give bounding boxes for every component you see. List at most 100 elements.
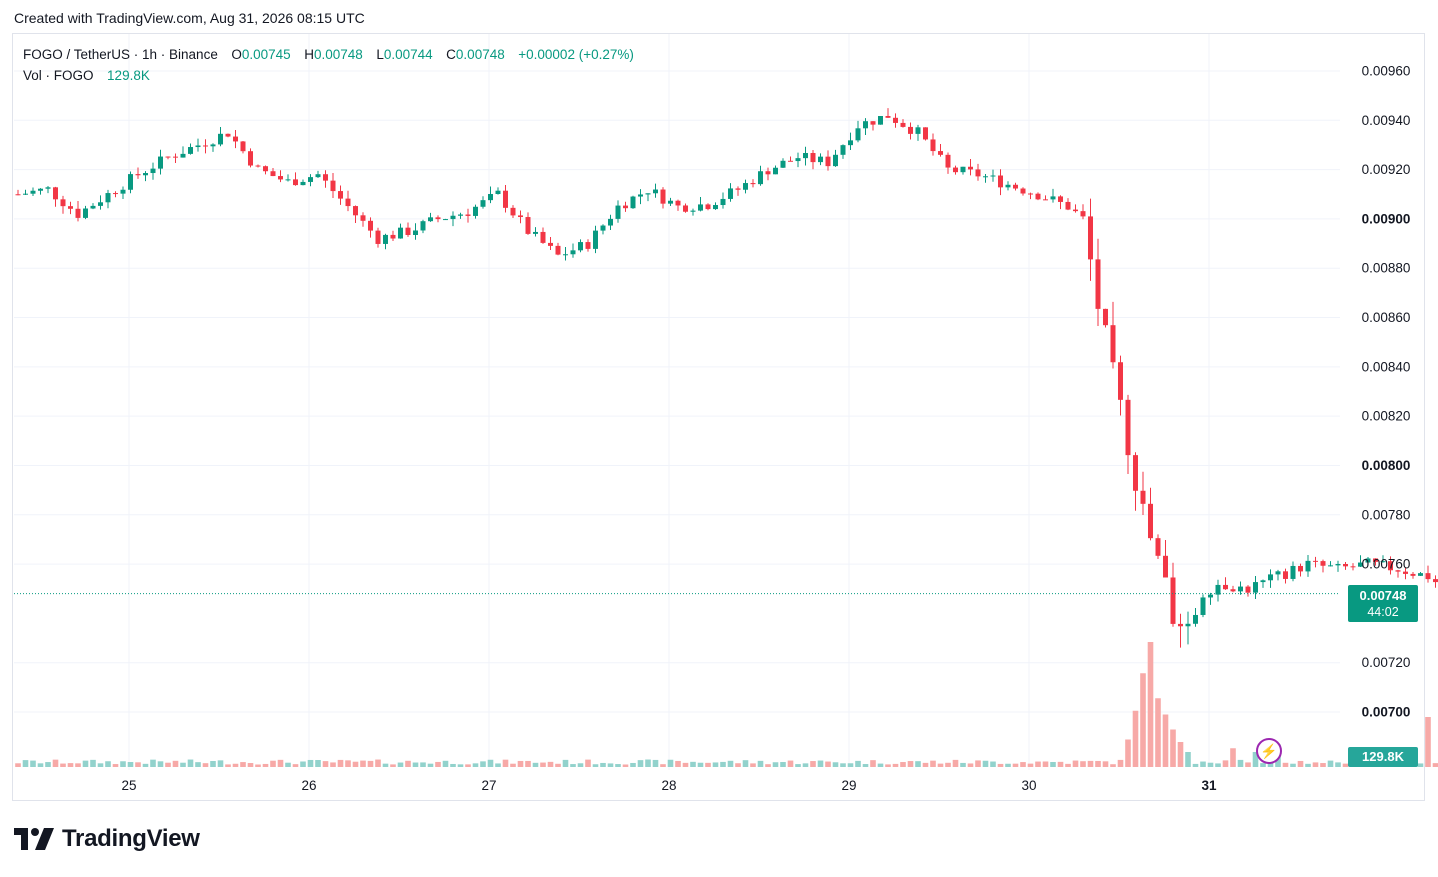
candle-body — [1170, 577, 1176, 624]
volume-bar — [517, 760, 524, 767]
candle-body — [728, 188, 733, 199]
volume-bar — [157, 761, 164, 767]
candle-body — [578, 242, 583, 251]
candle-body — [1343, 563, 1348, 567]
volume-bar — [1155, 698, 1161, 767]
candle-body — [308, 177, 313, 182]
candle-body — [1298, 565, 1303, 572]
candle-body — [1013, 184, 1018, 189]
volume-bar — [997, 763, 1004, 767]
volume-bar — [780, 762, 786, 767]
volume-bar — [1170, 729, 1176, 767]
candle-body — [375, 230, 381, 244]
volume-bar — [1335, 762, 1341, 767]
candle-body — [1065, 201, 1071, 210]
volume-tag: 129.8K — [1348, 747, 1418, 767]
volume-bar — [900, 762, 906, 767]
volume-bar — [217, 760, 224, 767]
candle-body — [1133, 455, 1138, 491]
candle-body — [615, 205, 621, 219]
candle-body — [878, 116, 883, 125]
volume-bar — [547, 761, 554, 767]
volume-bar — [1035, 761, 1041, 767]
volume-bar — [97, 763, 104, 767]
volume-bar — [120, 761, 126, 767]
candle-body — [818, 156, 823, 163]
volume-bar — [982, 760, 989, 767]
candle-body — [675, 200, 681, 206]
candle-body — [1125, 399, 1131, 456]
candle-body — [105, 193, 111, 203]
candle-body — [885, 116, 891, 118]
y-tick-label: 0.00760 — [1362, 557, 1411, 572]
candle-body — [1095, 259, 1101, 309]
candle-body — [315, 174, 321, 178]
candle-body — [1028, 193, 1033, 195]
candle-body — [698, 204, 703, 211]
candle-body — [30, 190, 36, 194]
volume-bar — [75, 763, 81, 767]
candle-body — [1245, 586, 1251, 593]
y-tick-label: 0.00720 — [1362, 655, 1411, 670]
candle-body — [90, 205, 96, 209]
last-price-value: 0.00748 — [1359, 588, 1407, 603]
candle-body — [1283, 571, 1288, 579]
y-axis: 0.00960 0.00940 0.00920 0.00900 0.00880 0.008… — [1362, 64, 1411, 720]
candle-body — [1320, 561, 1326, 566]
candle-body — [420, 221, 426, 231]
volume-bar — [1080, 761, 1086, 767]
volume-bar — [165, 762, 171, 767]
candle-body — [750, 183, 756, 185]
candle-body — [1043, 199, 1048, 201]
volume-bar — [375, 759, 381, 767]
volume-bar — [667, 759, 674, 767]
candle-body — [435, 217, 441, 220]
volume-bar — [757, 760, 764, 767]
candle-body — [570, 250, 576, 255]
candle-body — [893, 117, 898, 123]
candle-body — [353, 206, 358, 216]
brand[interactable]: TradingView — [14, 824, 200, 854]
volume-label[interactable]: Vol · FOGO — [23, 68, 94, 83]
candle-body — [120, 189, 126, 194]
y-tick-label: 0.00940 — [1362, 113, 1411, 128]
candle-body — [398, 227, 403, 239]
candles — [15, 108, 1438, 648]
candle-body — [1328, 565, 1333, 567]
candle-body — [735, 188, 741, 190]
candle-body — [428, 217, 433, 222]
volume-bar — [652, 759, 659, 767]
volume-bar — [570, 764, 576, 767]
volume-bar — [1245, 762, 1251, 767]
y-tick-label: 0.00780 — [1362, 507, 1411, 522]
last-price-tag: 0.00748 44:02 — [1348, 585, 1418, 622]
volume-bar — [1042, 761, 1049, 767]
volume-bar — [52, 759, 59, 767]
candle-body — [638, 194, 643, 197]
y-tick-label: 0.00840 — [1362, 359, 1411, 374]
candle-body — [1088, 216, 1093, 260]
volume-bar — [607, 763, 614, 767]
volume-bar — [922, 762, 929, 767]
volume-bar — [67, 763, 74, 767]
volume-bar — [210, 761, 216, 767]
symbol-label[interactable]: FOGO / TetherUS · 1h · Binance — [23, 47, 218, 62]
volume-bar — [847, 763, 854, 767]
volume-bar — [1185, 752, 1191, 767]
high-value: 0.00748 — [313, 47, 363, 62]
volume-bar — [975, 760, 981, 767]
candle-body — [450, 215, 456, 220]
candle-body — [863, 121, 868, 129]
volume-bar — [232, 763, 239, 767]
volume-bar — [1065, 763, 1071, 767]
lightning-bolt-icon[interactable]: ⚡ — [1256, 738, 1282, 764]
volume-bar — [660, 764, 666, 767]
volume-bar — [1282, 762, 1289, 767]
volume-bar — [1260, 763, 1266, 767]
volume-bar — [487, 759, 494, 767]
volume-bar — [690, 761, 696, 767]
candle-body — [848, 140, 853, 146]
candle-body — [465, 214, 471, 216]
candle-body — [945, 154, 951, 168]
